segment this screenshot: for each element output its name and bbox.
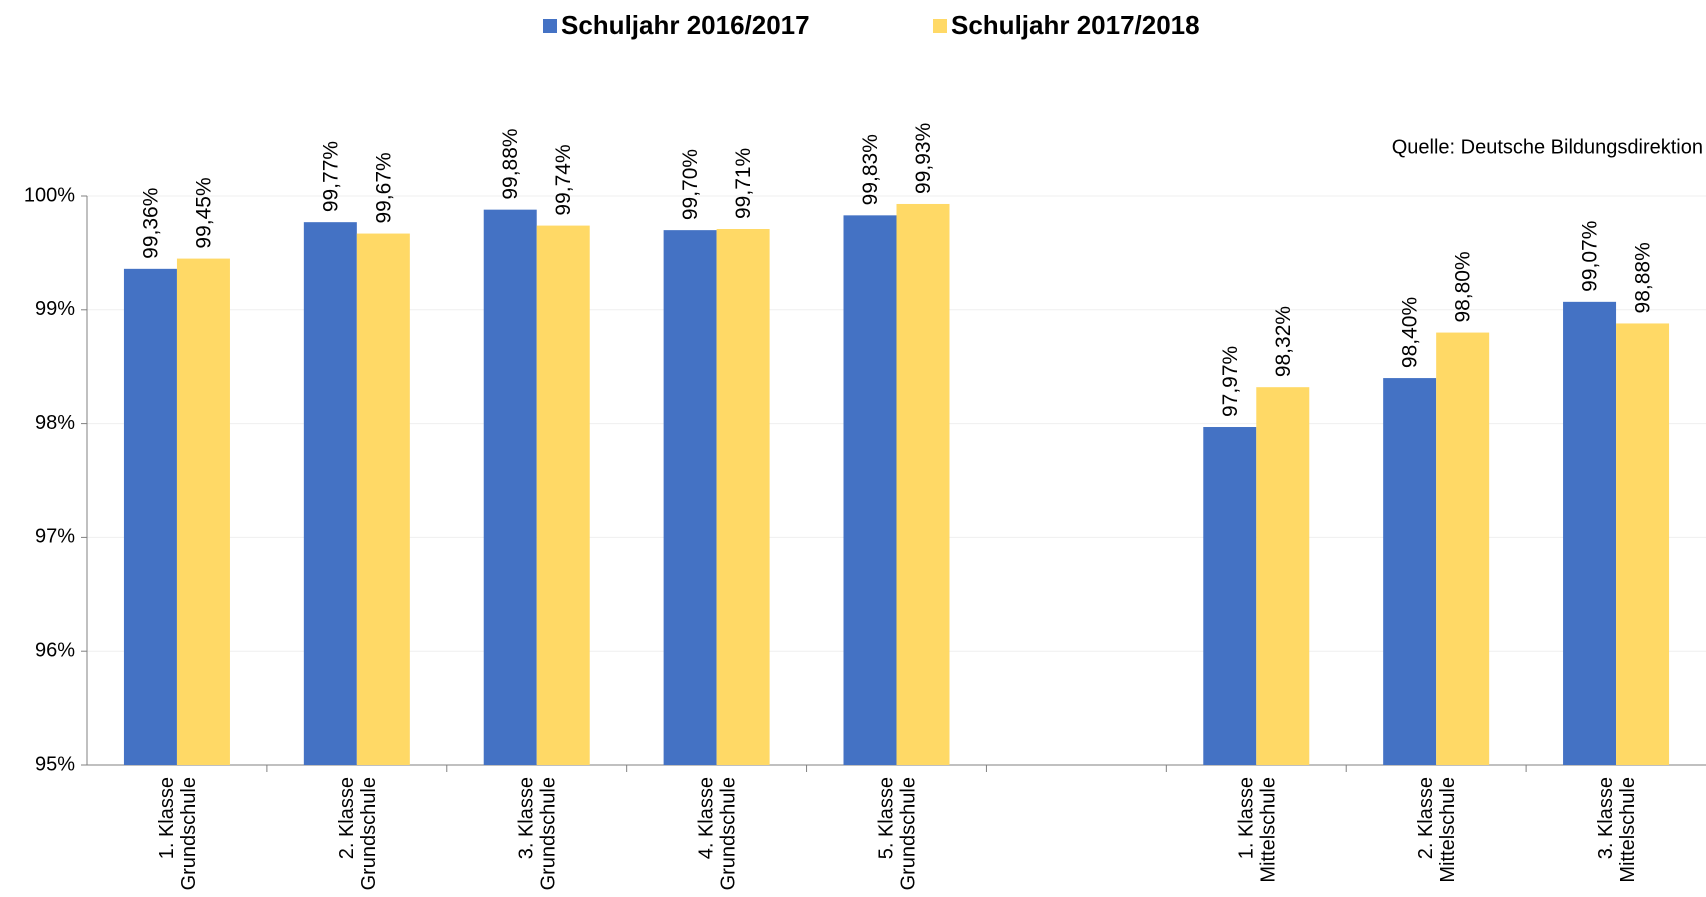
- x-tick-label: 1. KlasseMittelschule: [1235, 777, 1279, 883]
- y-tick-label: 99%: [35, 298, 75, 320]
- x-tick-label: 4. KlasseGrundschule: [696, 777, 740, 890]
- x-tick-label: 2. KlasseMittelschule: [1415, 777, 1459, 883]
- y-tick-label: 95%: [35, 753, 75, 775]
- bar: [1256, 387, 1310, 765]
- y-tick-label: 97%: [35, 526, 75, 548]
- x-tick-label: 3. KlasseMittelschule: [1595, 777, 1639, 883]
- value-label: 98,80%: [1452, 251, 1475, 322]
- legend-label: Schuljahr 2016/2017: [561, 10, 810, 40]
- y-tick-label: 98%: [35, 412, 75, 434]
- bar: [663, 230, 717, 765]
- value-label: 99,36%: [139, 188, 162, 259]
- y-tick-label: 96%: [35, 639, 75, 661]
- bar: [843, 215, 897, 765]
- bar: [1563, 301, 1617, 765]
- bar: [176, 258, 230, 765]
- bar: [1203, 427, 1257, 765]
- bar: [1616, 323, 1670, 765]
- value-label: 98,88%: [1632, 242, 1655, 313]
- value-label: 98,32%: [1272, 306, 1295, 377]
- bar: [716, 229, 770, 765]
- y-tick-label: 100%: [24, 184, 75, 206]
- value-label: 99,70%: [679, 149, 702, 220]
- x-tick-label: 1. KlasseGrundschule: [156, 777, 200, 890]
- value-label: 98,40%: [1399, 297, 1422, 368]
- value-label: 99,88%: [499, 128, 522, 199]
- value-label: 99,74%: [552, 144, 575, 215]
- value-label: 99,67%: [372, 152, 395, 223]
- value-label: 99,07%: [1579, 221, 1602, 292]
- x-tick-label: 5. KlasseGrundschule: [876, 777, 920, 890]
- bar: [123, 268, 177, 765]
- value-label: 99,45%: [192, 177, 215, 248]
- value-label: 99,71%: [732, 148, 755, 219]
- bar: [1436, 332, 1490, 765]
- bar: [1383, 378, 1437, 765]
- legend-swatch: [933, 19, 947, 33]
- x-tick-label: 2. KlasseGrundschule: [336, 777, 380, 890]
- bar: [356, 233, 410, 765]
- bar: [536, 225, 590, 765]
- x-tick-label: 3. KlasseGrundschule: [516, 777, 560, 890]
- bar: [896, 203, 950, 765]
- value-label: 99,83%: [859, 134, 882, 205]
- source-note: Quelle: Deutsche Bildungsdirektion: [1392, 136, 1703, 158]
- value-label: 99,77%: [319, 141, 342, 212]
- bar: [483, 209, 537, 765]
- legend-swatch: [543, 19, 557, 33]
- bar: [303, 222, 357, 765]
- legend-label: Schuljahr 2017/2018: [951, 10, 1200, 40]
- value-label: 99,93%: [912, 123, 935, 194]
- value-label: 97,97%: [1219, 346, 1242, 417]
